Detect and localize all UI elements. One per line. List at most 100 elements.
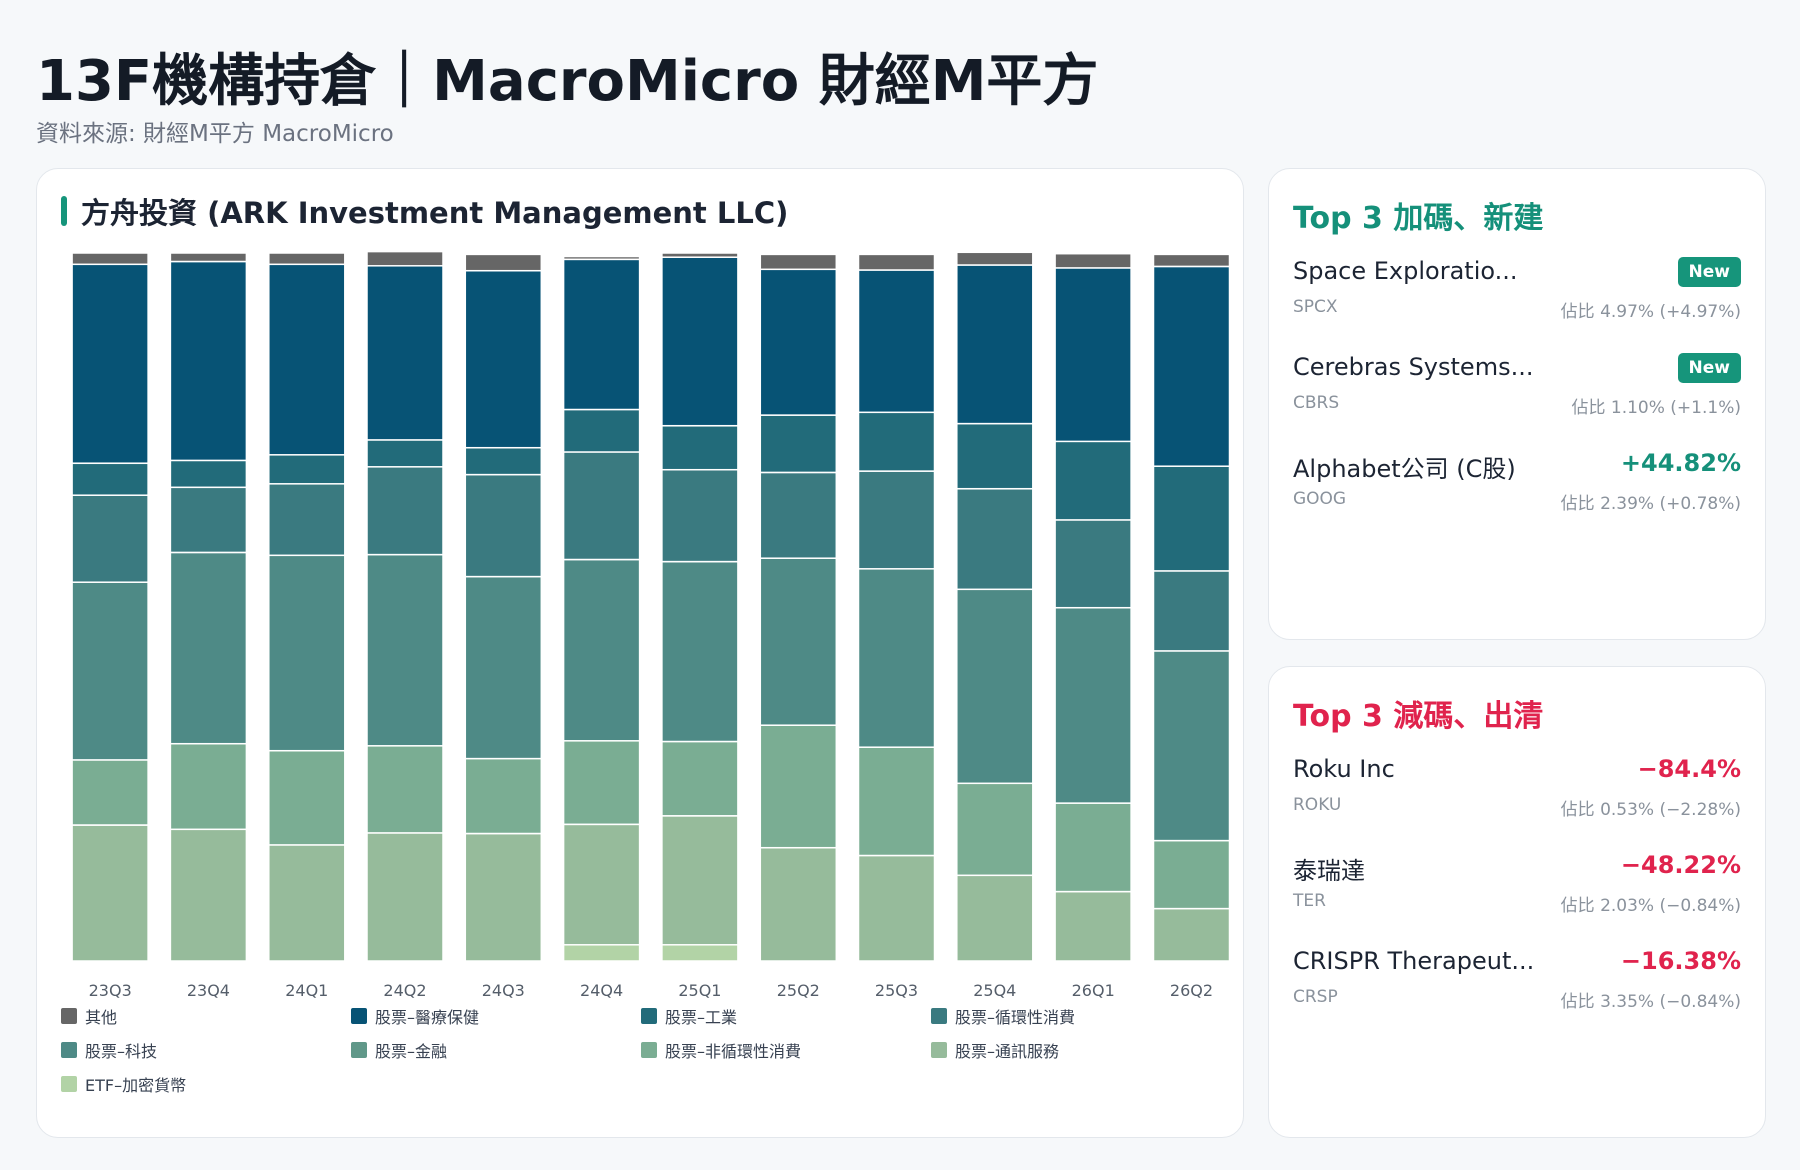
bar-segment[interactable] (1152, 907, 1231, 962)
bar-segment[interactable] (759, 253, 838, 271)
bar-segment[interactable] (366, 250, 444, 267)
bar-segment[interactable] (464, 575, 543, 760)
bar-segment[interactable] (268, 454, 346, 485)
bar-segment[interactable] (1152, 570, 1231, 652)
bar-segment[interactable] (1152, 465, 1231, 572)
bar-segment[interactable] (562, 451, 641, 561)
legend-item[interactable]: 股票–循環性消費 (931, 1003, 1221, 1029)
bar-segment[interactable] (661, 740, 739, 817)
legend-item[interactable]: 股票–非循環性消費 (641, 1037, 931, 1063)
legend-item[interactable]: 股票–金融 (351, 1037, 641, 1063)
holding-row[interactable]: Space Exploratio... SPCX New 佔比 4.97% (+… (1293, 257, 1741, 327)
bar-segment[interactable] (562, 258, 641, 411)
bar-segment[interactable] (1054, 267, 1132, 443)
legend-item[interactable]: 其他 (61, 1003, 351, 1029)
bar-segment[interactable] (169, 486, 248, 554)
bar-segment[interactable] (464, 446, 543, 476)
bar-segment[interactable] (857, 854, 936, 962)
bar-segment[interactable] (956, 264, 1034, 425)
bar-segment[interactable] (661, 943, 739, 962)
bar-segment[interactable] (366, 466, 444, 556)
bar-segment[interactable] (268, 749, 346, 846)
bar-segment[interactable] (956, 422, 1034, 490)
bar-segment[interactable] (1152, 650, 1231, 842)
bar-segment[interactable] (857, 411, 936, 472)
bar-segment[interactable] (71, 824, 149, 962)
bar-segment[interactable] (956, 251, 1034, 266)
legend-item[interactable]: ETF–加密貨幣 (61, 1071, 351, 1097)
bar-segment[interactable] (464, 473, 543, 578)
bar-segment[interactable] (169, 260, 248, 462)
bar-segment[interactable] (759, 557, 838, 726)
bar-segment[interactable] (1054, 890, 1132, 962)
bar-segment[interactable] (366, 745, 444, 834)
bar-segment[interactable] (661, 256, 739, 427)
bar-segment[interactable] (857, 568, 936, 748)
bar-segment[interactable] (661, 815, 739, 946)
legend-item[interactable]: 股票–通訊服務 (931, 1037, 1221, 1063)
bar-segment[interactable] (956, 488, 1034, 591)
bar-segment[interactable] (71, 263, 149, 464)
bar-segment[interactable] (268, 844, 346, 962)
bar-segment[interactable] (1054, 802, 1132, 893)
holding-row[interactable]: 泰瑞達 TER −48.22% 佔比 2.03% (−0.84%) (1293, 851, 1741, 921)
bar-segment[interactable] (464, 253, 543, 272)
bar-segment[interactable] (956, 588, 1034, 785)
holding-row[interactable]: Cerebras Systems... CBRS New 佔比 1.10% (+… (1293, 353, 1741, 423)
bar-segment[interactable] (71, 759, 149, 826)
bar-segment[interactable] (366, 553, 444, 747)
legend-item[interactable]: 股票–醫療保健 (351, 1003, 641, 1029)
bar-segment[interactable] (661, 468, 739, 563)
bar-segment[interactable] (71, 462, 149, 496)
bar-segment[interactable] (562, 823, 641, 946)
bar-segment[interactable] (857, 470, 936, 570)
bar-segment[interactable] (268, 252, 346, 266)
bar-segment[interactable] (268, 554, 346, 752)
bar-segment[interactable] (366, 439, 444, 468)
bar-segment[interactable] (661, 560, 739, 743)
bar-segment[interactable] (169, 742, 248, 831)
legend-item[interactable]: 股票–工業 (641, 1003, 931, 1029)
bar-segment[interactable] (464, 757, 543, 835)
bar-segment[interactable] (1054, 606, 1132, 804)
bar-segment[interactable] (956, 874, 1034, 962)
bar-segment[interactable] (169, 252, 248, 263)
bar-segment[interactable] (169, 459, 248, 489)
bar-segment[interactable] (759, 724, 838, 849)
bar-segment[interactable] (464, 269, 543, 449)
bar-segment[interactable] (169, 828, 248, 962)
bar-segment[interactable] (268, 263, 346, 456)
legend-item[interactable]: 股票–科技 (61, 1037, 351, 1063)
bar-segment[interactable] (1152, 839, 1231, 910)
bar-segment[interactable] (857, 253, 936, 271)
bar-segment[interactable] (366, 264, 444, 441)
bar-segment[interactable] (1152, 265, 1231, 467)
bar-segment[interactable] (661, 425, 739, 471)
bar-segment[interactable] (366, 832, 444, 962)
bar-segment[interactable] (562, 255, 641, 261)
bar-segment[interactable] (71, 581, 149, 761)
bar-segment[interactable] (857, 746, 936, 857)
bar-segment[interactable] (562, 408, 641, 453)
bar-segment[interactable] (661, 252, 739, 258)
bar-segment[interactable] (562, 943, 641, 962)
bar-segment[interactable] (562, 740, 641, 826)
bar-segment[interactable] (1054, 519, 1132, 609)
bar-segment[interactable] (464, 832, 543, 962)
holding-row[interactable]: Alphabet公司 (C股) GOOG +44.82% 佔比 2.39% (+… (1293, 449, 1741, 519)
bar-segment[interactable] (268, 483, 346, 557)
bar-segment[interactable] (759, 471, 838, 559)
bar-segment[interactable] (1054, 252, 1132, 269)
bar-segment[interactable] (857, 269, 936, 414)
bar-segment[interactable] (562, 558, 641, 742)
bar-segment[interactable] (1152, 253, 1231, 268)
bar-segment[interactable] (956, 782, 1034, 877)
bar-segment[interactable] (759, 846, 838, 962)
bar-segment[interactable] (71, 494, 149, 583)
holding-row[interactable]: CRISPR Therapeut... CRSP −16.38% 佔比 3.35… (1293, 947, 1741, 1017)
bar-segment[interactable] (169, 551, 248, 745)
bar-segment[interactable] (1054, 440, 1132, 521)
bar-segment[interactable] (759, 414, 838, 474)
bar-segment[interactable] (759, 268, 838, 416)
bar-segment[interactable] (71, 252, 149, 266)
